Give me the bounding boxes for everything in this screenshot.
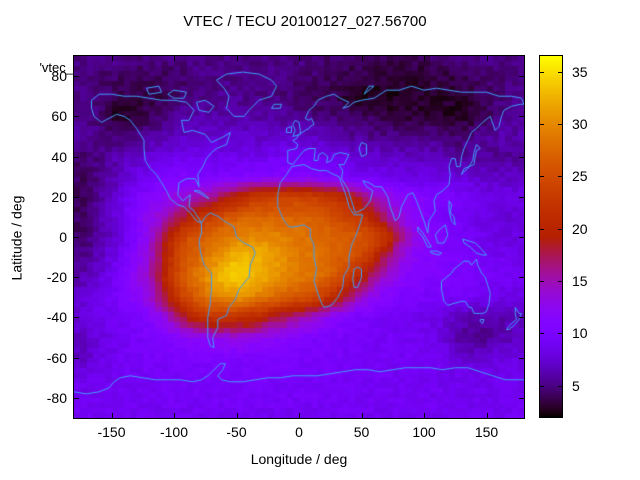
y-tick-label: -60 (46, 349, 67, 366)
x-tick-label: -100 (159, 424, 189, 440)
y-tick-label: -80 (46, 389, 67, 406)
colorbar-border (539, 55, 563, 418)
x-tick-mark-top (236, 56, 238, 61)
tec-heatmap-canvas (74, 56, 524, 418)
x-tick-label: 50 (353, 424, 370, 440)
cb-tick-label: 30 (572, 116, 588, 132)
y-tick-mark (74, 196, 79, 198)
x-tick-mark (174, 413, 175, 418)
y-tick-mark (74, 76, 79, 78)
cb-tick-mark-right (558, 280, 562, 282)
y-tick-label: 80 (51, 68, 67, 85)
plot-border (73, 55, 525, 419)
x-tick-mark-top (299, 56, 300, 61)
y-tick-mark (74, 156, 79, 158)
key-label: 'vtec_ (39, 60, 73, 75)
y-tick-mark-right (519, 317, 524, 319)
y-tick-label: -20 (46, 269, 67, 286)
y-tick-label: -40 (46, 309, 67, 326)
cb-tick-mark-left (540, 176, 544, 178)
x-tick-mark (111, 413, 113, 418)
cb-tick-mark-right (558, 124, 562, 125)
cb-tick-mark-right (558, 176, 562, 178)
x-tick-label: 100 (412, 424, 436, 440)
x-tick-mark-top (361, 56, 363, 61)
cb-tick-label: 15 (572, 272, 588, 289)
y-tick-mark (74, 317, 79, 319)
cb-tick-mark-left (540, 333, 544, 335)
y-tick-mark (74, 277, 79, 279)
cb-tick-mark-right (558, 228, 562, 230)
y-axis-label: Latitude / deg (8, 195, 25, 281)
cb-tick-mark-left (540, 280, 544, 282)
x-tick-label: -150 (97, 424, 126, 440)
colorbar-canvas (540, 56, 562, 417)
x-tick-label: 0 (295, 424, 303, 440)
cb-tick-label: 5 (572, 377, 580, 394)
x-tick-label: 150 (474, 424, 499, 440)
cb-tick-label: 25 (572, 168, 588, 185)
x-tick-mark-top (424, 56, 425, 61)
x-tick-mark-top (111, 56, 113, 61)
x-tick-mark-top (174, 56, 175, 61)
cb-tick-label: 20 (572, 220, 588, 237)
y-tick-mark (74, 397, 79, 399)
cb-tick-mark-left (540, 228, 544, 230)
y-tick-mark-right (519, 116, 524, 118)
cb-tick-label: 35 (572, 63, 588, 80)
y-tick-label: 20 (51, 188, 67, 205)
y-tick-label: 0 (59, 229, 67, 245)
cb-tick-label: 10 (572, 325, 588, 342)
cb-tick-mark-right (558, 385, 562, 387)
x-axis-label: Longitude / deg (250, 451, 348, 467)
x-tick-label: -50 (226, 424, 247, 440)
x-tick-mark (486, 413, 488, 418)
y-tick-mark-right (519, 196, 524, 198)
y-tick-mark-right (519, 397, 524, 399)
y-tick-mark-right (519, 237, 524, 238)
y-tick-label: 60 (51, 108, 67, 125)
y-tick-mark (74, 357, 79, 359)
x-tick-mark-top (486, 56, 488, 61)
cb-tick-mark-left (540, 71, 544, 73)
x-tick-mark (361, 413, 363, 418)
cb-tick-mark-right (558, 71, 562, 73)
y-tick-mark-right (519, 76, 524, 78)
y-tick-mark-right (519, 357, 524, 359)
cb-tick-mark-left (540, 385, 544, 387)
y-tick-label: 40 (51, 148, 67, 165)
y-tick-mark (74, 237, 79, 238)
y-tick-mark-right (519, 156, 524, 158)
plot-title: VTEC / TECU 20100127_027.56700 (183, 13, 427, 30)
x-tick-mark (424, 413, 425, 418)
y-tick-mark-right (519, 277, 524, 279)
y-tick-mark (74, 116, 79, 118)
cb-tick-mark-left (540, 124, 544, 125)
x-tick-mark (236, 413, 238, 418)
cb-tick-mark-right (558, 333, 562, 335)
x-tick-mark (299, 413, 300, 418)
